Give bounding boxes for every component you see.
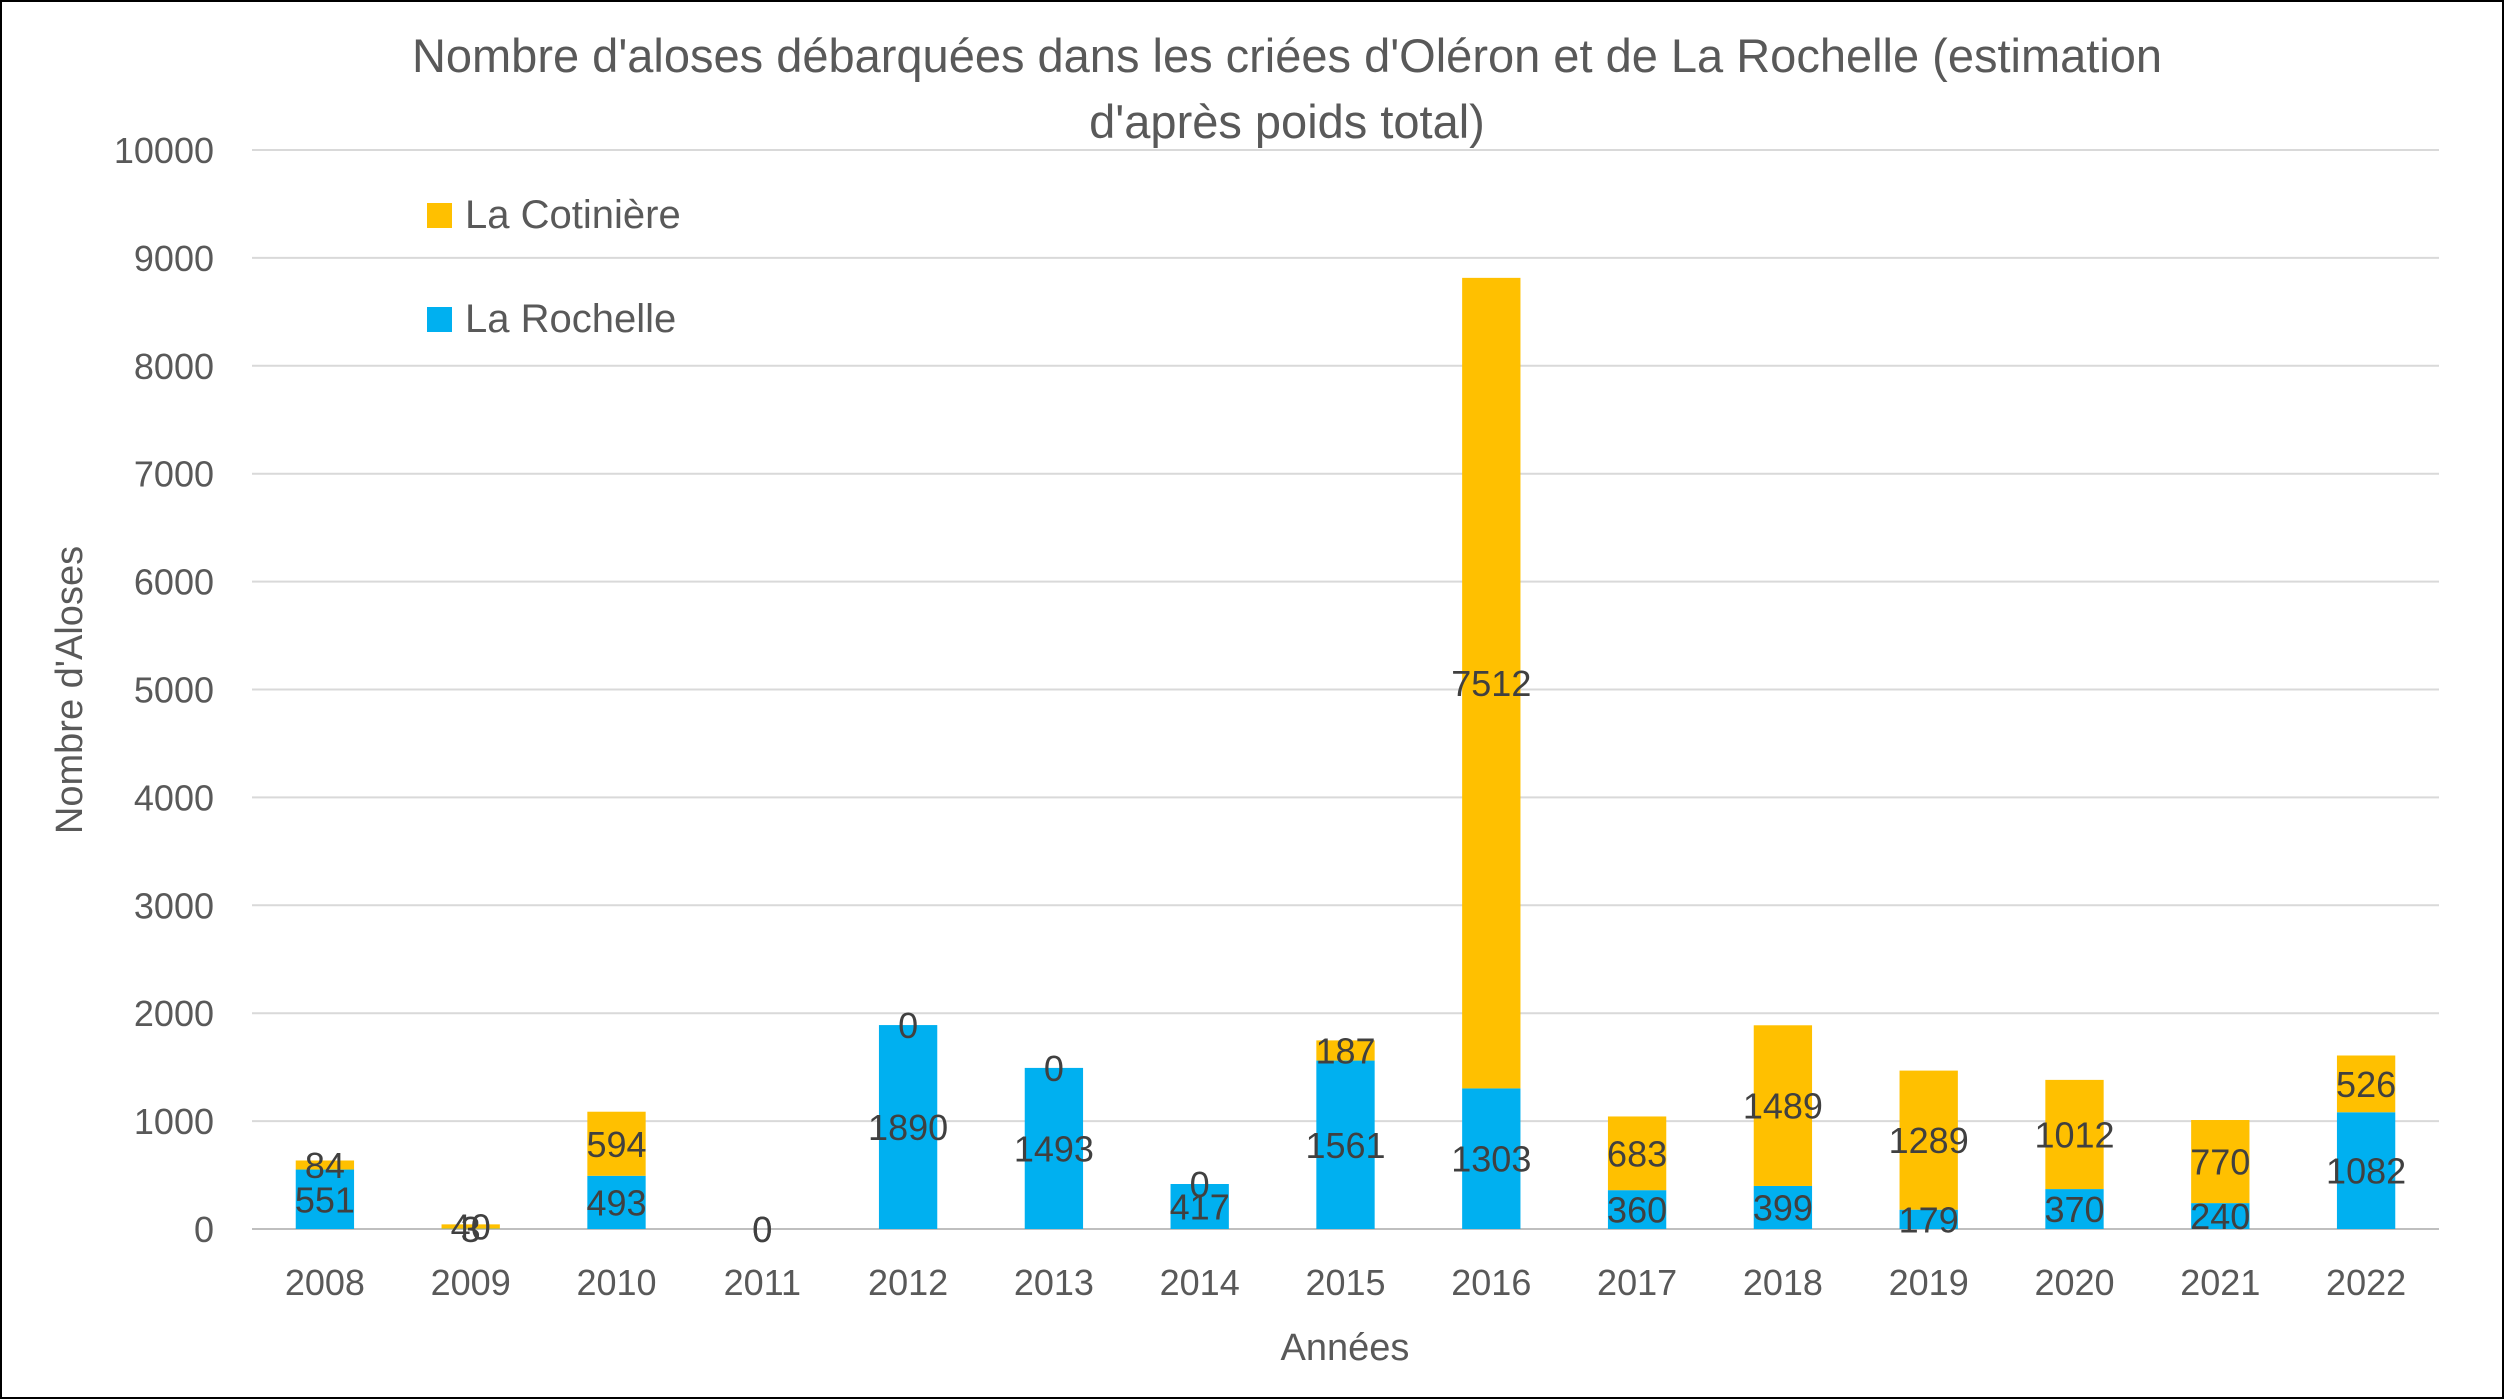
x-tick-label: 2009 [431,1262,511,1303]
data-label: 179 [1899,1199,1959,1240]
x-tick-label: 2010 [576,1262,656,1303]
data-label: 3 [461,1209,481,1250]
bar [1024,1067,1084,1229]
legend-label: La Rochelle [465,297,676,341]
data-label: 370 [2044,1189,2104,1230]
chart-title-line-1: Nombre d'aloses débarquées dans les crié… [412,29,2162,82]
y-tick-label: 2000 [134,993,214,1034]
data-label: 1489 [1743,1086,1823,1127]
data-label: 1493 [1014,1128,1094,1169]
bar [587,1111,646,1176]
bar [1462,277,1521,1089]
y-tick-labels: 0 1000 2000 3000 4000 5000 6000 7000 8000 9000 100… [114,130,214,1250]
bar [1753,1185,1813,1229]
bars [295,277,2396,1229]
bar [1316,1040,1375,1061]
x-tick-label: 2014 [1160,1262,1240,1303]
x-tick-labels: 2008 2009 2010 2011 2012 2013 2014 2015 2016 2017… [285,1262,2406,1303]
bar [2191,1120,2250,1204]
y-tick-label: 0 [194,1209,214,1250]
data-label: 1890 [868,1107,948,1148]
legend-label: La Cotinière [465,193,681,237]
data-labels: 5518434049359400189001493041701561187130… [295,663,2406,1250]
x-tick-label: 2020 [2034,1262,2114,1303]
x-tick-label: 2008 [285,1262,365,1303]
legend: La Cotinière La Rochelle [427,193,681,341]
y-tick-label: 1000 [134,1101,214,1142]
bar [2045,1079,2104,1190]
bar [2336,1055,2396,1113]
legend-swatch [427,307,452,332]
bar [1607,1116,1667,1191]
data-label: 594 [586,1124,646,1165]
data-label: 526 [2336,1064,2396,1105]
x-tick-label: 2013 [1014,1262,1094,1303]
data-label: 399 [1753,1187,1813,1228]
y-tick-label: 4000 [134,777,214,818]
data-label: 493 [586,1182,646,1223]
bar [295,1169,355,1229]
bar [1899,1209,1958,1229]
data-label: 1082 [2326,1151,2406,1192]
x-tick-label: 2021 [2180,1262,2260,1303]
y-tick-label: 9000 [134,238,214,279]
bar [1753,1025,1813,1186]
x-tick-label: 2015 [1305,1262,1385,1303]
data-label: 551 [295,1179,355,1220]
bar [2191,1203,2250,1229]
x-tick-label: 2018 [1743,1262,1823,1303]
data-label: 0 [752,1209,772,1250]
data-label: 1561 [1305,1125,1385,1166]
data-label: 1303 [1451,1139,1531,1180]
data-label: 0 [1044,1048,1064,1089]
bar [878,1025,938,1229]
y-tick-label: 6000 [134,562,214,603]
y-axis-title: Nombre d'Aloses [49,546,91,834]
x-axis-title: Années [1281,1327,1410,1369]
x-tick-label: 2011 [724,1262,801,1303]
bar [2336,1112,2396,1229]
data-label: 40 [451,1207,491,1248]
data-label: 360 [1607,1190,1667,1231]
data-label: 187 [1315,1030,1375,1071]
data-label: 0 [1190,1164,1210,1205]
data-label: 240 [2190,1196,2250,1237]
y-tick-label: 3000 [134,885,214,926]
data-label: 1012 [2034,1114,2114,1155]
chart-title-line-2: d'après poids total) [1089,95,1485,148]
bar [1170,1184,1229,1229]
legend-swatch [427,203,452,228]
bar [441,1224,500,1229]
bar [295,1160,355,1170]
data-label: 683 [1607,1133,1667,1174]
bar [1462,1088,1521,1229]
data-label: 0 [752,1209,772,1250]
data-label: 7512 [1451,663,1531,704]
data-label: 1289 [1889,1120,1969,1161]
x-tick-label: 2019 [1889,1262,1969,1303]
data-label: 417 [1170,1187,1230,1228]
bar [1316,1060,1375,1229]
data-label: 84 [305,1145,345,1186]
x-tick-label: 2017 [1597,1262,1677,1303]
bar [2045,1189,2104,1229]
y-tick-label: 8000 [134,346,214,387]
x-tick-label: 2022 [2326,1262,2406,1303]
y-tick-label: 5000 [134,670,214,711]
x-tick-label: 2012 [868,1262,948,1303]
bar [587,1175,646,1229]
data-label: 770 [2190,1142,2250,1183]
bar [1899,1070,1958,1210]
y-tick-label: 10000 [114,130,214,171]
y-tick-label: 7000 [134,454,214,495]
bar [1607,1190,1667,1229]
x-tick-label: 2016 [1451,1262,1531,1303]
data-label: 0 [898,1005,918,1046]
